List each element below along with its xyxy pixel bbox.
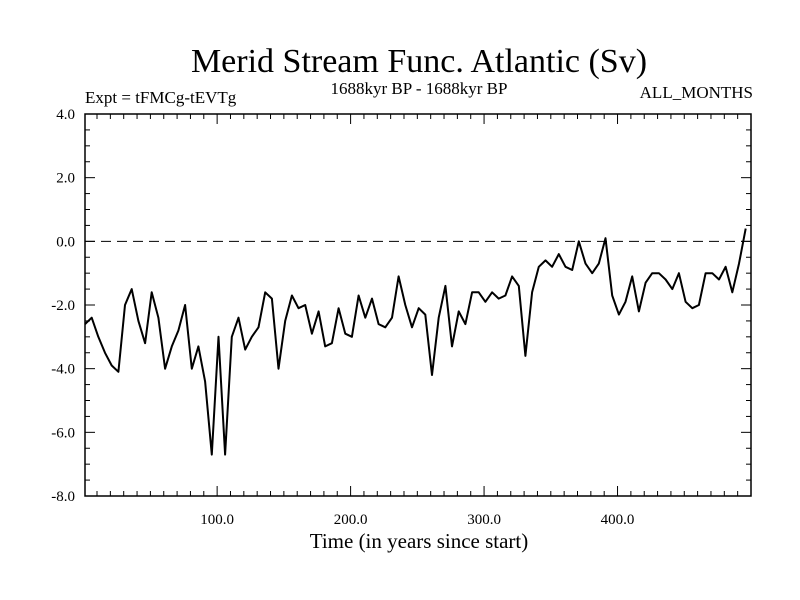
x-axis-ticks: 100.0 200.0 300.0 400.0 <box>96 114 739 528</box>
y-tick-label: -4.0 <box>51 362 75 378</box>
x-axis-label: Time (in years since start) <box>310 529 529 553</box>
y-tick-label: -2.0 <box>51 298 75 314</box>
chart-subtitle-right: ALL_MONTHS <box>640 83 753 102</box>
y-tick-label: -8.0 <box>51 489 75 505</box>
chart-title: Merid Stream Func. Atlantic (Sv) <box>191 43 647 80</box>
y-tick-label: -6.0 <box>51 425 75 441</box>
y-tick-label: 4.0 <box>56 107 75 123</box>
y-tick-label: 2.0 <box>56 171 75 187</box>
plot-frame <box>84 113 752 497</box>
y-axis-ticks: -8.0 -6.0 -4.0 -2.0 0.0 2.0 4.0 <box>51 107 751 505</box>
data-series-line <box>84 228 747 456</box>
x-tick-label: 100.0 <box>200 512 234 528</box>
x-tick-label: 200.0 <box>334 512 368 528</box>
chart-subtitle-center: 1688kyr BP - 1688kyr BP <box>331 79 508 98</box>
x-tick-label: 300.0 <box>467 512 501 528</box>
chart-subtitle-left: Expt = tFMCg-tEVTg <box>85 88 237 107</box>
x-tick-label: 400.0 <box>601 512 635 528</box>
y-tick-label: 0.0 <box>56 234 75 250</box>
